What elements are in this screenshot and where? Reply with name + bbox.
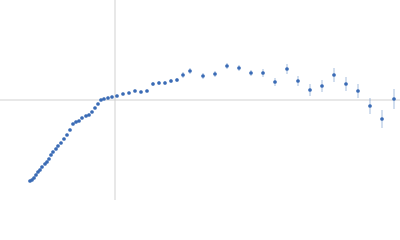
point — [51, 150, 55, 154]
point — [151, 82, 155, 86]
point — [47, 157, 51, 161]
point — [65, 133, 69, 137]
point — [99, 98, 103, 102]
page: {"chart_data": {"type": "scatter", "colo… — [0, 0, 400, 200]
point — [332, 73, 336, 77]
point — [157, 81, 161, 85]
point — [93, 106, 97, 110]
point — [392, 97, 396, 101]
point — [40, 165, 44, 169]
point — [102, 97, 106, 101]
point — [54, 147, 58, 151]
point — [201, 74, 205, 78]
point — [285, 67, 289, 71]
chart — [0, 0, 400, 200]
point — [380, 117, 384, 121]
point — [296, 79, 300, 83]
point — [249, 71, 253, 75]
point — [225, 64, 229, 68]
point — [80, 116, 84, 120]
point — [90, 110, 94, 114]
point — [45, 160, 49, 164]
point — [127, 91, 131, 95]
point — [49, 153, 53, 157]
point — [115, 94, 119, 98]
point — [356, 89, 360, 93]
point — [59, 141, 63, 145]
point — [84, 114, 88, 118]
point — [133, 89, 137, 93]
point — [308, 88, 312, 92]
point — [181, 73, 185, 77]
point — [74, 120, 78, 124]
point — [56, 144, 60, 148]
point — [87, 113, 91, 117]
point — [145, 89, 149, 93]
point — [38, 168, 42, 172]
point — [62, 137, 66, 141]
point — [110, 95, 114, 99]
point — [163, 81, 167, 85]
point — [121, 92, 125, 96]
point — [273, 80, 277, 84]
point — [175, 78, 179, 82]
point — [261, 71, 265, 75]
point — [34, 173, 38, 177]
point — [68, 128, 72, 132]
point — [213, 72, 217, 76]
point — [77, 119, 81, 123]
point — [320, 84, 324, 88]
point — [139, 90, 143, 94]
point — [106, 96, 110, 100]
point — [237, 66, 241, 70]
point — [368, 104, 372, 108]
point — [188, 69, 192, 73]
point — [71, 122, 75, 126]
point — [96, 102, 100, 106]
point — [344, 82, 348, 86]
point — [169, 79, 173, 83]
point — [32, 176, 36, 180]
